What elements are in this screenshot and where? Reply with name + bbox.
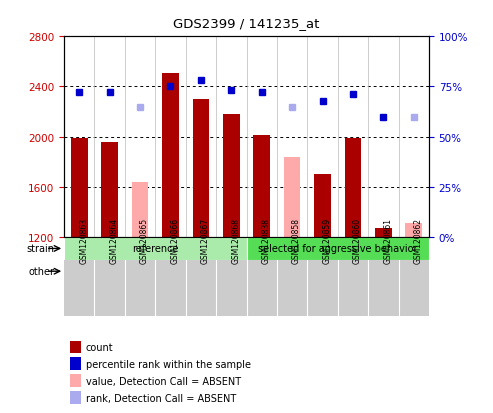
Bar — [64, 237, 246, 260]
Bar — [246, 260, 338, 283]
Text: GSM120861: GSM120861 — [384, 217, 392, 263]
Text: population 1: population 1 — [79, 266, 141, 277]
Bar — [71, 139, 88, 237]
Bar — [405, 224, 422, 237]
Bar — [132, 183, 148, 237]
Text: population 2: population 2 — [170, 266, 232, 277]
Text: GSM120867: GSM120867 — [201, 217, 210, 263]
Text: GDS2399 / 141235_at: GDS2399 / 141235_at — [174, 17, 319, 29]
Text: value, Detection Call = ABSENT: value, Detection Call = ABSENT — [86, 376, 241, 386]
Text: selected for aggressive behavior: selected for aggressive behavior — [258, 244, 418, 254]
Bar — [253, 136, 270, 237]
Bar — [338, 260, 429, 283]
Bar — [193, 100, 209, 237]
Text: GSM120860: GSM120860 — [353, 217, 362, 263]
Bar — [70, 375, 80, 387]
Text: GSM120866: GSM120866 — [171, 217, 179, 263]
Text: GSM120859: GSM120859 — [322, 217, 331, 263]
Text: count: count — [86, 342, 113, 352]
Text: rank, Detection Call = ABSENT: rank, Detection Call = ABSENT — [86, 393, 236, 403]
Text: percentile rank within the sample: percentile rank within the sample — [86, 359, 251, 369]
Bar — [284, 157, 300, 237]
Bar — [64, 260, 155, 283]
Bar — [314, 175, 331, 237]
Bar — [375, 229, 391, 237]
Text: GSM120868: GSM120868 — [231, 217, 240, 263]
Text: GSM120858: GSM120858 — [292, 217, 301, 263]
Text: population 3: population 3 — [261, 266, 323, 277]
Bar — [162, 74, 179, 237]
Text: strain: strain — [26, 244, 54, 254]
Bar — [345, 139, 361, 237]
Bar — [223, 115, 240, 237]
Text: other: other — [28, 266, 54, 277]
Text: GSM120864: GSM120864 — [109, 217, 119, 263]
Text: population 4: population 4 — [352, 266, 414, 277]
Bar — [246, 237, 429, 260]
Text: GSM120862: GSM120862 — [414, 217, 423, 263]
Text: GSM120863: GSM120863 — [79, 217, 88, 263]
Text: GSM120838: GSM120838 — [262, 217, 271, 263]
Bar — [64, 260, 429, 316]
Text: GSM120865: GSM120865 — [140, 217, 149, 263]
Bar — [102, 142, 118, 237]
Bar — [70, 392, 80, 404]
Bar — [70, 341, 80, 354]
Bar — [155, 260, 246, 283]
Bar — [70, 358, 80, 370]
Text: reference: reference — [132, 244, 178, 254]
